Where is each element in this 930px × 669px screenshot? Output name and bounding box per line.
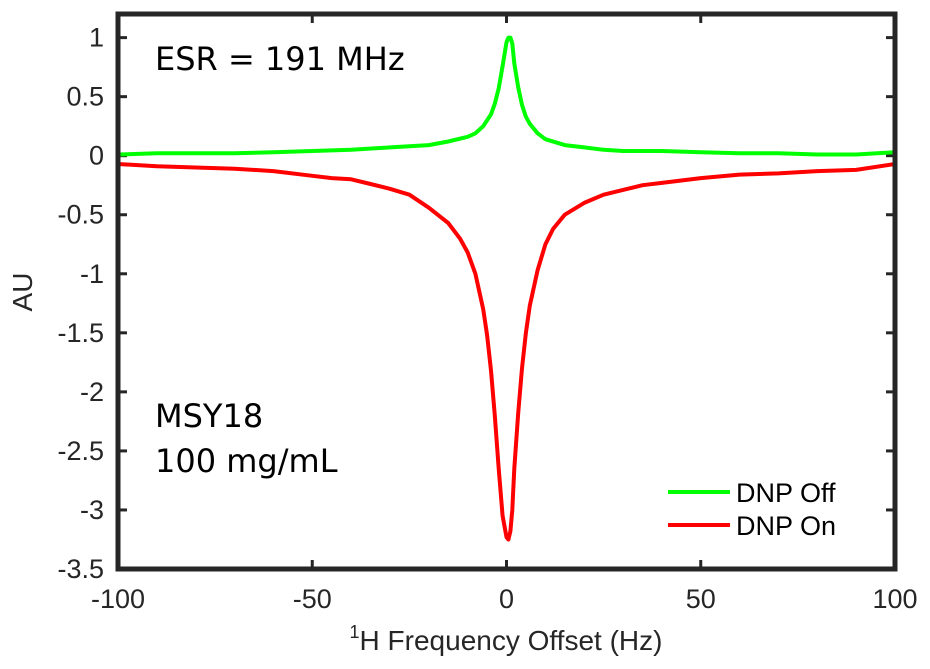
x-axis-label-text: H Frequency Offset (Hz)	[360, 625, 663, 656]
tick-labels: -100 -50 0 50 100 1 0.5 0 -0.5 -1 -1.5 -2 -2.5 -3 -3.5	[57, 23, 917, 614]
y-tick-label: -3.5	[57, 554, 104, 584]
legend-label-dnp-on: DNP On	[736, 511, 836, 541]
sample-name-annotation: MSY18	[155, 397, 263, 435]
y-tick-label: -1	[80, 259, 104, 289]
y-tick-label: 1	[89, 23, 104, 53]
esr-annotation: ESR = 191 MHz	[155, 40, 405, 78]
series-lines	[117, 35, 896, 542]
series-line-dnp-off	[117, 35, 896, 157]
series-line-dnp-on	[117, 162, 896, 542]
x-tick-label: -100	[91, 584, 145, 614]
concentration-annotation: 100 mg/mL	[155, 442, 338, 480]
plot-frame	[115, 11, 898, 572]
legend: DNP Off DNP On	[668, 478, 836, 541]
x-tick-label: -50	[293, 584, 332, 614]
x-tick-label: 50	[686, 584, 716, 614]
y-axis-label: AU	[7, 273, 38, 312]
y-tick-label: -3	[80, 495, 104, 525]
x-tick-label: 0	[499, 584, 514, 614]
legend-label-dnp-off: DNP Off	[736, 478, 836, 508]
x-tick-label: 100	[872, 584, 917, 614]
y-tick-label: -1.5	[57, 318, 104, 348]
x-axis-label: 1H Frequency Offset (Hz)	[350, 622, 663, 656]
y-tick-label: -2.5	[57, 436, 104, 466]
y-tick-label: -0.5	[57, 200, 104, 230]
y-tick-label: 0	[89, 141, 104, 171]
y-tick-label: 0.5	[66, 82, 104, 112]
x-axis-label-superscript: 1	[350, 622, 360, 642]
y-tick-label: -2	[80, 377, 104, 407]
